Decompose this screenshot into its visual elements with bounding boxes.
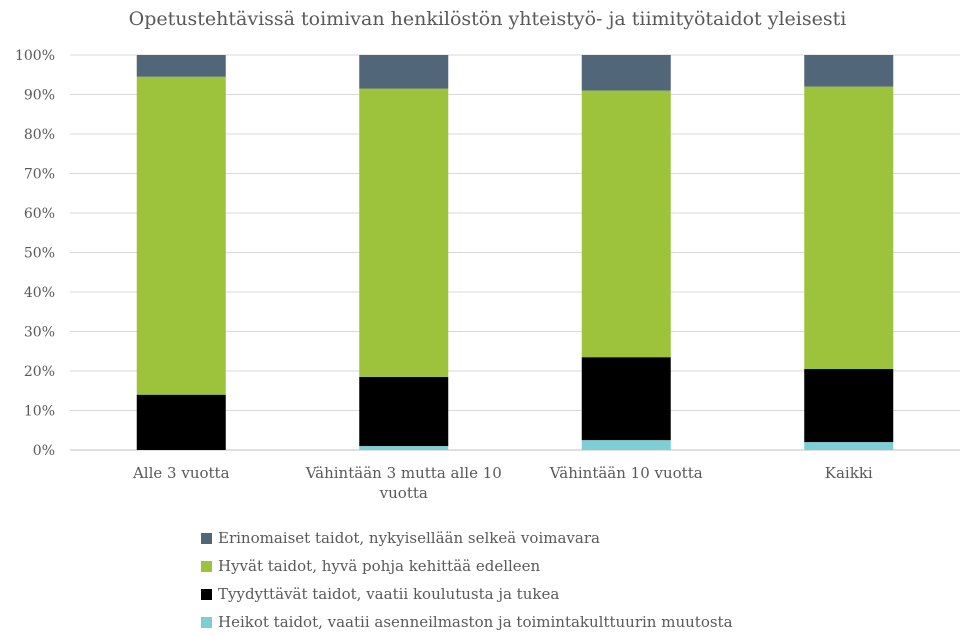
x-category-label: Kaikki [825, 464, 873, 482]
chart-plot: 0% 10% 20% 30% 40% 50% 60% 70% 80% 90% 100% Alle 3… [15, 48, 960, 502]
y-tick-label: 50% [24, 246, 55, 262]
legend-label: Heikot taidot, vaatii asenneilmaston ja … [218, 613, 733, 631]
y-tick-label: 10% [24, 404, 55, 420]
legend-swatch [201, 588, 212, 600]
legend-label: Tyydyttävät taidot, vaatii koulutusta ja… [218, 585, 560, 603]
bars [136, 55, 894, 450]
legend-swatch [201, 560, 212, 572]
y-tick-label: 100% [15, 48, 55, 64]
bar-segment [804, 442, 894, 450]
bar-segment [804, 369, 894, 443]
bar-segment [359, 88, 449, 377]
y-tick-label: 30% [24, 325, 55, 341]
legend-swatch [201, 616, 212, 628]
y-axis-ticks: 0% 10% 20% 30% 40% 50% 60% 70% 80% 90% 100% [15, 48, 55, 459]
y-tick-label: 70% [24, 167, 55, 183]
x-category-label: Vähintään 10 vuotta [549, 464, 703, 482]
bar-segment [581, 357, 671, 441]
y-tick-label: 90% [24, 88, 55, 104]
bar-segment [804, 55, 894, 87]
y-tick-label: 20% [24, 364, 55, 380]
bar-segment [804, 86, 894, 370]
y-tick-label: 80% [24, 127, 55, 143]
bar-segment [359, 446, 449, 450]
x-category-label: Alle 3 vuotta [132, 464, 230, 482]
bar-segment [581, 440, 671, 450]
bar-segment [581, 55, 671, 91]
y-tick-label: 60% [24, 206, 55, 222]
bar-segment [136, 76, 226, 395]
bar-segment [359, 55, 449, 89]
legend-item: Heikot taidot, vaatii asenneilmaston ja … [201, 608, 733, 636]
y-tick-label: 0% [33, 443, 55, 459]
legend-swatch [201, 532, 212, 544]
legend-item: Erinomaiset taidot, nykyisellään selkeä … [201, 524, 733, 552]
x-category-label: Vähintään 3 mutta alle 10 vuotta [305, 464, 502, 502]
bar-segment [581, 90, 671, 358]
bar-segment [136, 394, 226, 450]
legend-item: Tyydyttävät taidot, vaatii koulutusta ja… [201, 580, 733, 608]
bar-segment [359, 376, 449, 447]
legend-label: Erinomaiset taidot, nykyisellään selkeä … [218, 529, 600, 547]
legend: Erinomaiset taidot, nykyisellään selkeä … [201, 524, 733, 636]
bar-segment [136, 55, 226, 77]
legend-label: Hyvät taidot, hyvä pohja kehittää edelle… [218, 557, 541, 575]
y-tick-label: 40% [24, 285, 55, 301]
chart-title: Opetustehtävissä toimivan henkilöstön yh… [128, 8, 847, 30]
x-axis-categories: Alle 3 vuotta Vähintään 3 mutta alle 10 vu… [132, 464, 873, 502]
legend-item: Hyvät taidot, hyvä pohja kehittää edelle… [201, 552, 733, 580]
